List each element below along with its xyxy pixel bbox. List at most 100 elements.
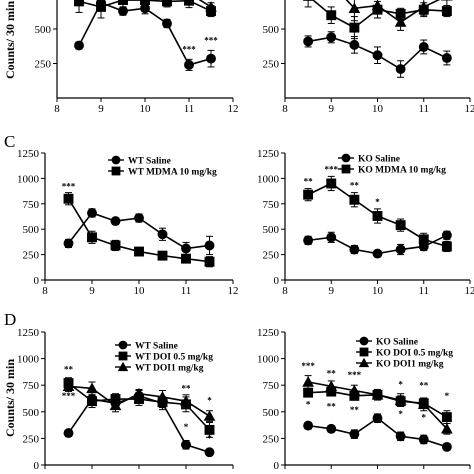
legend-entry: WT MDMA 10 mg/kg [108,166,217,178]
data-point [325,380,338,391]
chart-panel-D-right: 025050075010001250********************KO… [257,327,471,472]
panel-label: C [4,132,15,151]
data-point [417,1,430,12]
data-point [394,16,407,27]
significance-marker: *** [62,182,76,192]
significance-marker: ** [182,384,192,394]
data-point [302,376,314,387]
data-point [303,235,314,246]
x-tick-label: 9 [98,103,104,115]
significance-marker: * [398,0,403,3]
y-tick-label: 1250 [257,148,280,160]
data-point [133,387,145,399]
y-tick-label: 750 [23,199,40,211]
data-point [110,216,121,227]
y-tick-label: 1000 [257,354,280,366]
data-point [348,384,361,396]
y-tick-label: 250 [263,250,280,262]
data-point [134,213,144,223]
data-point [134,246,144,257]
data-point [180,395,192,406]
significance-marker: ** [327,402,337,412]
x-tick-label: 9 [329,103,335,115]
data-point [371,0,384,11]
x-tick-label: 8 [54,103,60,115]
series-square [63,192,215,268]
significance-marker: *** [62,391,76,401]
data-point [87,232,97,243]
data-point [441,0,453,1]
data-point [63,193,74,204]
data-point [87,396,97,407]
legend-label: WT DOI 0.5 mg/kg [135,353,213,363]
x-tick-label: 12 [228,285,239,297]
legend-marker [341,153,351,163]
y-tick-label: 750 [263,0,280,2]
x-tick-label: 9 [329,285,335,297]
data-point [63,428,74,439]
significance-marker: * [445,426,450,436]
legend-label: WT Saline [135,342,178,352]
data-point [74,0,84,7]
data-point [371,388,384,400]
data-point [394,394,407,405]
data-point [203,410,216,421]
x-tick-label: 10 [372,285,384,297]
legend-entry: KO MDMA 10 mg/kg [338,164,446,176]
data-point [204,424,215,435]
data-point [86,382,98,394]
y-tick-label: 250 [23,250,40,262]
data-point [184,59,194,70]
y-tick-label: 250 [263,59,280,71]
data-point [395,431,406,442]
x-tick-label: 11 [418,103,429,115]
legend-label: KO Saline [358,155,400,165]
y-tick-label: 750 [263,380,280,392]
y-axis-label: Counts/ 30 min [3,1,17,79]
series-circle [303,230,452,259]
data-point [181,253,191,264]
legend-marker [359,336,369,346]
legend-marker [111,166,121,176]
data-point [74,40,84,51]
data-point [395,244,406,255]
x-tick-label: 11 [184,103,195,115]
y-tick-label: 1250 [17,148,40,160]
chart-panel-top-left: 8 9 10 11 12 250 500 750 Counts/ 30 min *** *** [3,0,239,115]
series-square [303,175,452,253]
data-point [181,439,191,450]
y-tick-label: 1250 [257,327,280,339]
y-tick-label: 250 [35,59,52,71]
y-tick-label: 1000 [17,354,40,366]
significance-marker: * [207,434,212,444]
x-tick-label: 10 [140,103,152,115]
data-point [395,220,406,231]
x-tick-label: 10 [372,103,384,115]
data-point [372,413,383,424]
legend-marker [118,340,128,350]
legend-marker [117,361,129,372]
data-point [349,39,360,50]
data-point [349,22,360,33]
data-point [63,238,74,249]
legend-entry: WT Saline [108,155,171,167]
data-point [303,420,314,431]
significance-marker: ** [350,405,360,415]
data-point [134,394,144,404]
significance-marker: ** [419,380,429,390]
panel-label: D [4,310,16,329]
data-point [441,441,452,452]
legend-marker [341,164,351,174]
y-tick-label: 0 [34,275,40,287]
legend-label: WT DOI1 mg/kg [135,364,204,374]
data-point [96,1,106,12]
data-point [395,64,406,74]
legend-marker [358,357,370,368]
significance-marker: ** [64,364,74,374]
y-tick-label: 0 [274,460,280,472]
data-point [303,36,314,47]
data-point [418,434,429,445]
data-point [157,250,168,261]
data-point [417,398,430,410]
